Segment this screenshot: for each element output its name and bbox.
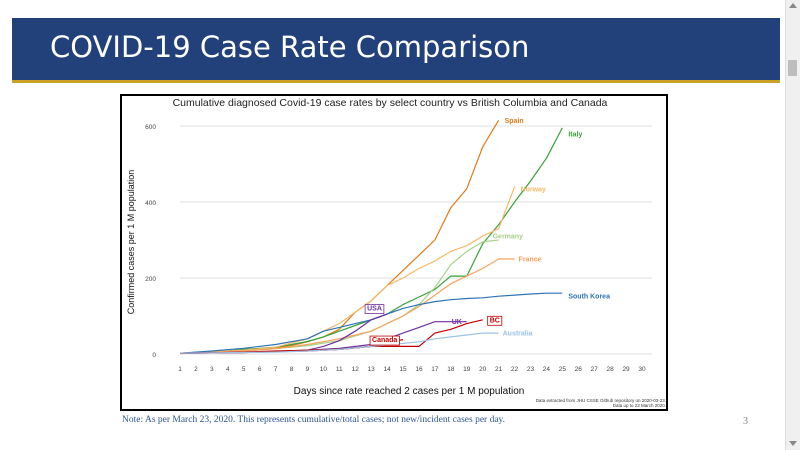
- chart-title: Cumulative diagnosed Covid-19 case rates…: [173, 97, 608, 109]
- x-tick-label: 1: [178, 366, 182, 373]
- x-tick-label: 9: [306, 366, 310, 373]
- x-tick-label: 3: [210, 366, 214, 373]
- x-tick-label: 24: [543, 366, 551, 373]
- series-label-box-usa: [364, 304, 385, 315]
- y-tick-label: 600: [145, 124, 156, 131]
- x-tick-label: 20: [479, 366, 487, 373]
- x-tick-label: 15: [399, 366, 407, 373]
- series-line-south-korea: [179, 292, 563, 354]
- slide-note: Note: As per March 23, 2020. This repres…: [122, 415, 506, 425]
- series-labels: Spain Italy Norway Germany France South Korea…: [364, 118, 610, 346]
- series-label-canada: Canada: [372, 337, 397, 344]
- x-tick-label: 4: [226, 366, 230, 373]
- x-tick-label: 10: [320, 366, 328, 373]
- y-tick-label: 0: [152, 352, 156, 359]
- x-tick-label: 28: [607, 366, 615, 373]
- y-tick-label: 400: [145, 200, 156, 207]
- x-tick-label: 23: [527, 366, 535, 373]
- source-note-line-2: Data up to 23 March 2020.: [613, 403, 666, 408]
- x-axis-label: Days since rate reached 2 cases per 1 M …: [294, 386, 525, 397]
- x-tick-label: 17: [431, 366, 439, 373]
- title-bar: COVID-19 Case Rate Comparison: [12, 18, 780, 83]
- x-tick-label: 16: [415, 366, 423, 373]
- x-tick-label: 22: [511, 366, 519, 373]
- scroll-up-arrow-icon[interactable]: [789, 3, 797, 8]
- grid-lines: [180, 125, 652, 355]
- x-tick-label: 30: [638, 366, 646, 373]
- series-label-spain: Spain: [505, 118, 524, 125]
- x-tick-label: 19: [463, 366, 471, 373]
- line-chart: Cumulative diagnosed Covid-19 case rates…: [126, 97, 666, 408]
- y-axis-label: Confirmed cases per 1 M population: [126, 170, 136, 315]
- x-tick-label: 27: [591, 366, 599, 373]
- series-label-germany: Germany: [493, 234, 523, 241]
- y-tick-label: 200: [145, 276, 156, 283]
- series-label-bc: BC: [490, 317, 500, 324]
- slide-title: COVID-19 Case Rate Comparison: [50, 30, 530, 64]
- series-label-france: France: [519, 257, 542, 264]
- series-line-norway: [179, 186, 516, 354]
- series-label-usa: USA: [367, 306, 382, 313]
- x-tick-label: 21: [495, 366, 503, 373]
- x-tick-label: 11: [336, 366, 343, 373]
- x-tick-label: 7: [274, 366, 278, 373]
- x-tick-label: 29: [622, 366, 630, 373]
- x-tick-label: 25: [559, 366, 567, 373]
- x-tick-label: 2: [194, 366, 198, 373]
- source-note-line-1: Data extracted from JHU CSSE Github repo…: [536, 398, 666, 403]
- series-label-norway: Norway: [521, 186, 546, 193]
- vertical-scrollbar[interactable]: [785, 0, 800, 450]
- scroll-down-arrow-icon[interactable]: [789, 441, 797, 446]
- series-line-france: [179, 258, 515, 354]
- series-label-australia: Australia: [503, 331, 533, 338]
- chart-container: Cumulative diagnosed Covid-19 case rates…: [120, 94, 668, 411]
- x-tick-label: 14: [383, 366, 391, 373]
- x-tick-label: 18: [447, 366, 455, 373]
- x-tick-label: 26: [575, 366, 583, 373]
- scrollbar-thumb[interactable]: [788, 60, 797, 76]
- x-tick-label: 13: [368, 366, 376, 373]
- series-label-uk: UK: [452, 319, 462, 326]
- series-label-south-korea: South Korea: [568, 294, 610, 301]
- series-label-box-bc: [487, 315, 503, 326]
- series-line-germany: [179, 239, 499, 354]
- x-tick-label: 6: [258, 366, 262, 373]
- series-label-italy: Italy: [568, 131, 582, 138]
- x-tick-label: 12: [352, 366, 360, 373]
- x-tick-label: 8: [290, 366, 294, 373]
- page-number: 3: [743, 416, 748, 427]
- x-tick-label: 5: [242, 366, 246, 373]
- series-label-box-canada: [369, 335, 400, 346]
